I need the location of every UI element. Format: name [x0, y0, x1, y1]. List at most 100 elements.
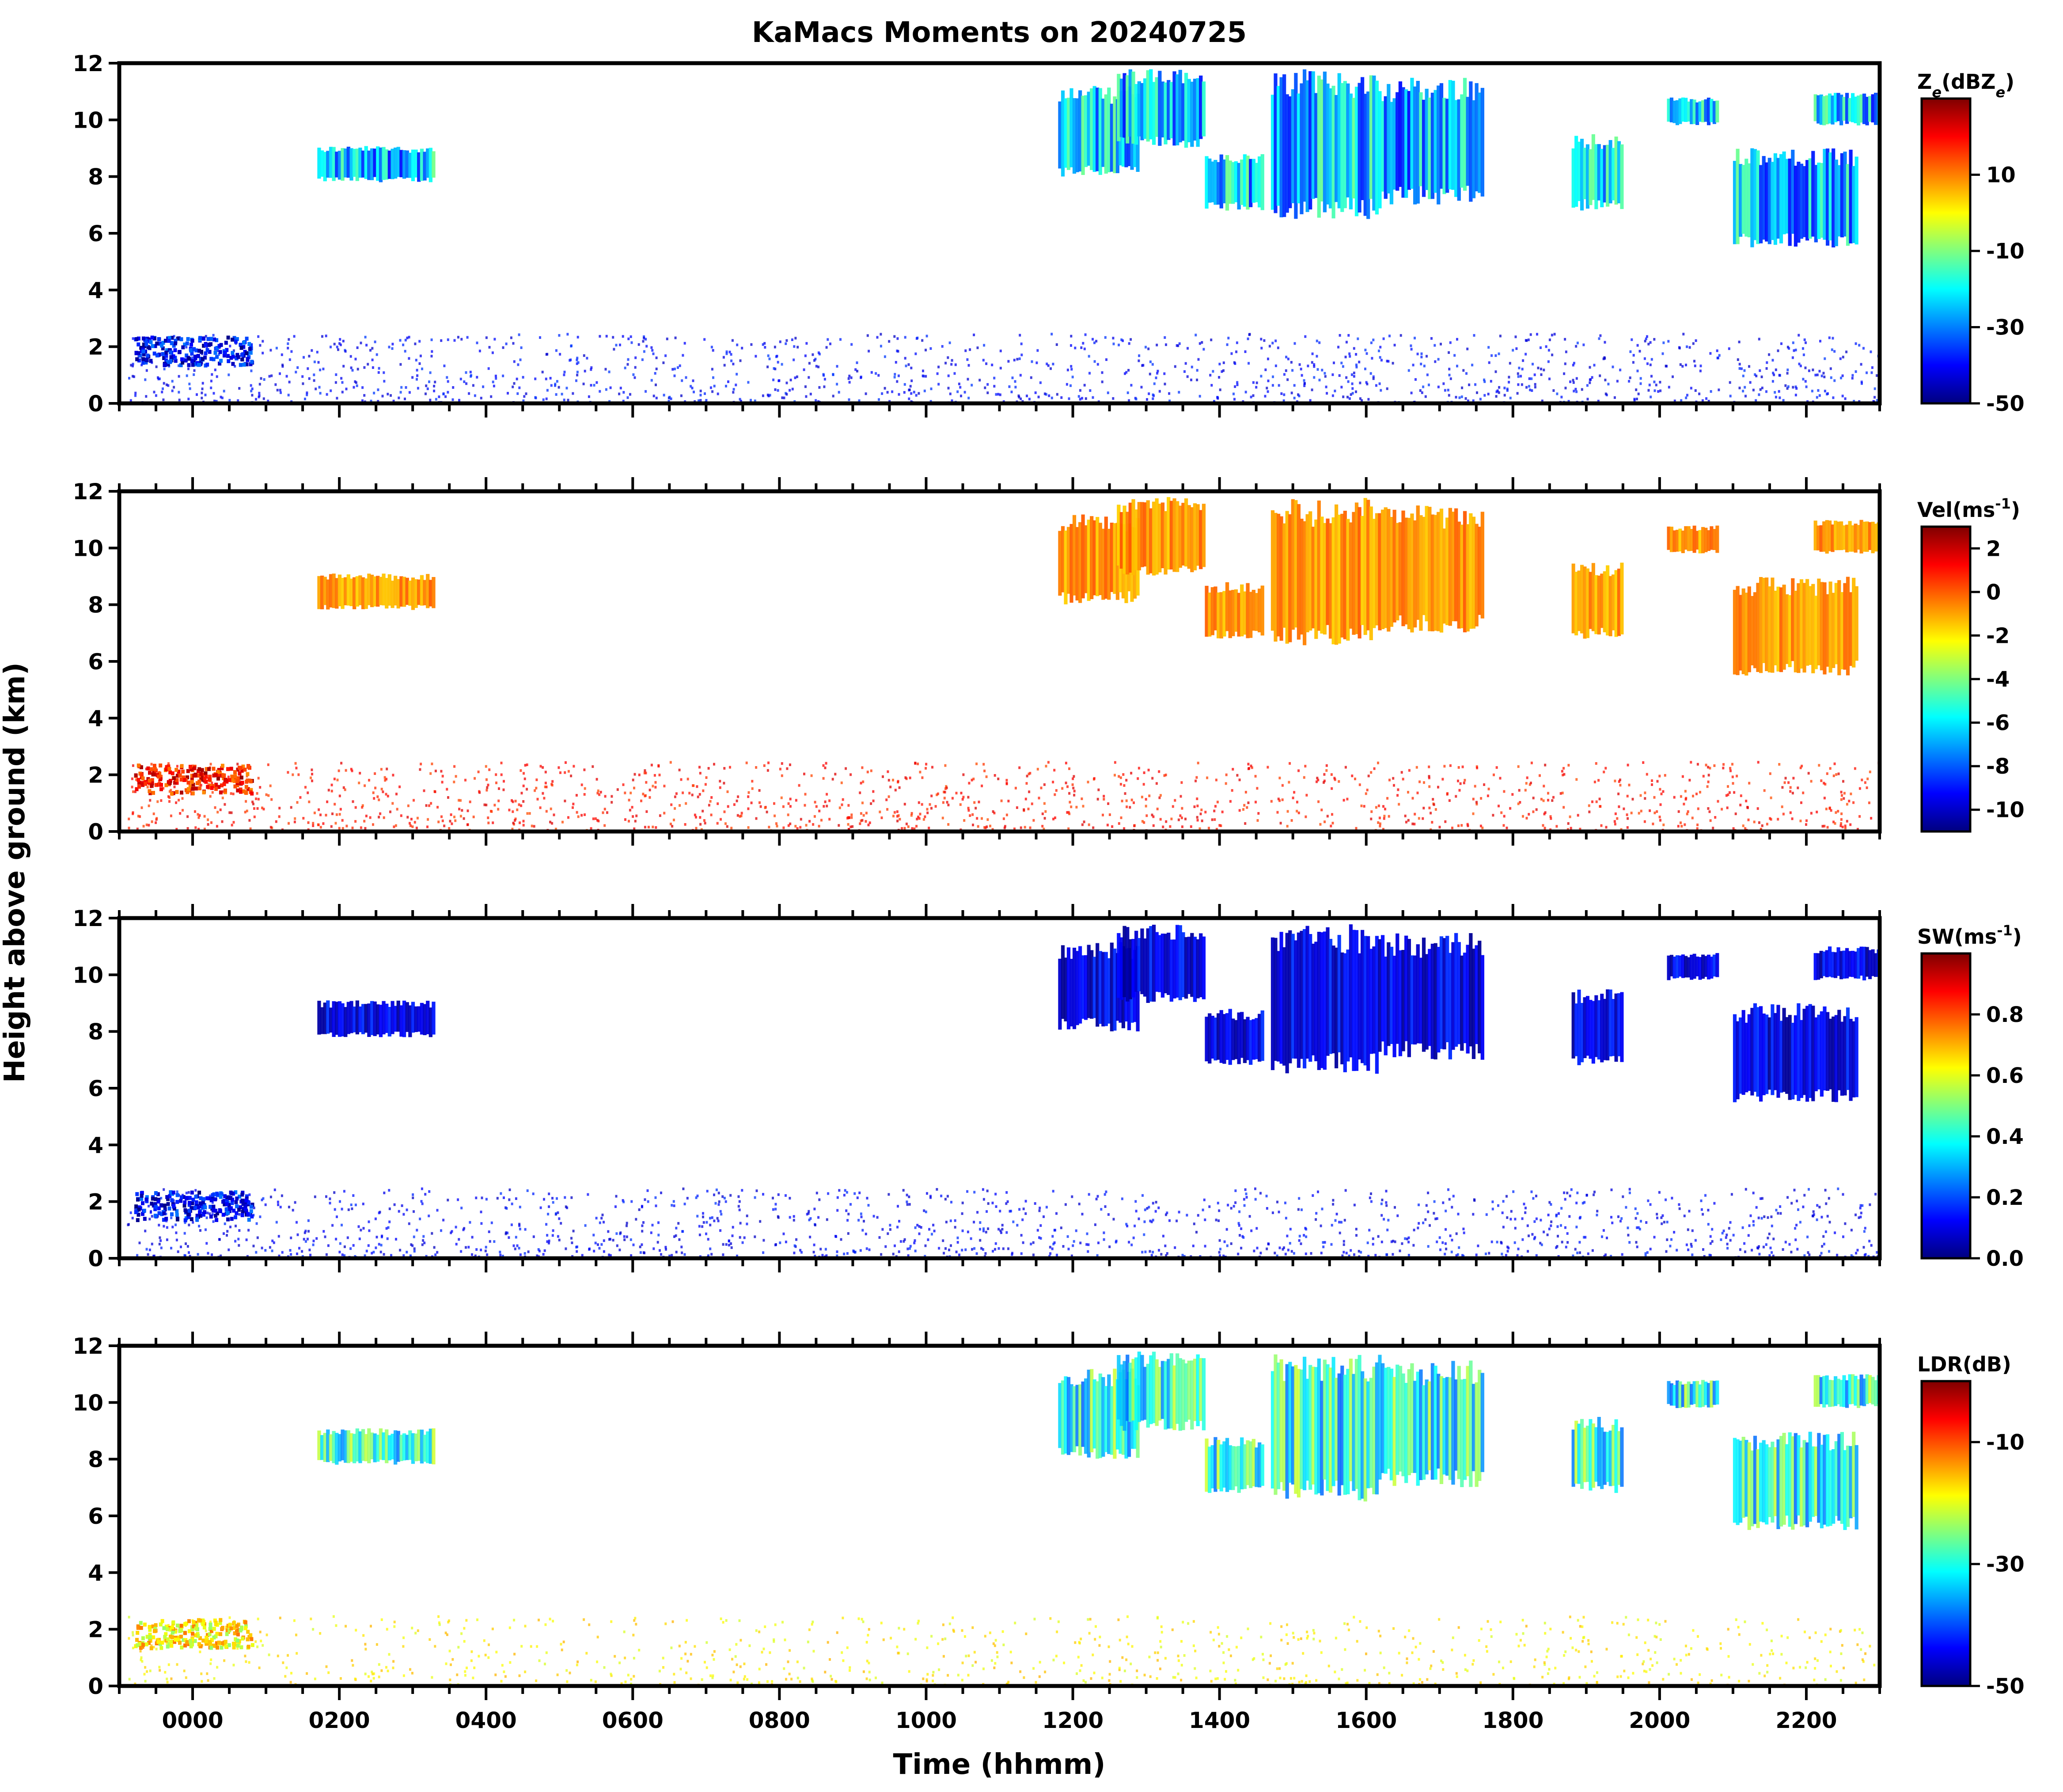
- low-echo-dot: [655, 396, 658, 399]
- cloud-streak: [1589, 572, 1593, 629]
- low-echo-dot: [904, 357, 906, 360]
- cloud-streak: [1698, 101, 1702, 122]
- low-echo-dot: [1013, 828, 1016, 830]
- low-echo-dot: [302, 382, 304, 385]
- low-echo-dot: [1428, 765, 1430, 768]
- low-echo-dot: [1633, 398, 1636, 401]
- low-echo-dot: [199, 1229, 201, 1232]
- low-echo-dot: [1823, 824, 1826, 828]
- low-echo-dot: [1419, 389, 1422, 392]
- cloud-streak: [1128, 69, 1132, 137]
- low-echo-dot: [523, 772, 525, 775]
- cloud-streak: [1331, 945, 1335, 1054]
- cloud-streak: [1785, 1017, 1789, 1094]
- cloud-streak: [1478, 527, 1482, 615]
- low-echo-dot: [1636, 344, 1639, 347]
- low-echo-dot: [692, 379, 694, 382]
- low-echo-dot: [728, 350, 731, 353]
- cloud-streak: [1457, 521, 1461, 629]
- cloud-streak: [1828, 946, 1832, 977]
- low-echo-dot: [1292, 797, 1294, 799]
- low-echo-dot: [514, 800, 517, 803]
- low-echo-dot: [145, 767, 148, 771]
- low-echo-dot: [1181, 1253, 1184, 1257]
- low-echo-dot: [319, 368, 322, 372]
- low-echo-dot: [1854, 342, 1857, 345]
- low-echo-dot: [1447, 388, 1449, 391]
- cloud-streak: [1776, 586, 1780, 672]
- low-echo-dot: [1832, 820, 1835, 824]
- cloud-streak: [1817, 953, 1820, 980]
- low-echo-dot: [758, 801, 761, 804]
- low-echo-dot: [1640, 809, 1642, 812]
- cloud-streak: [1305, 80, 1309, 212]
- low-echo-dot: [188, 1223, 190, 1226]
- low-echo-dot: [293, 335, 296, 338]
- cloud-streak: [1384, 96, 1388, 199]
- low-echo-dot: [560, 1222, 562, 1225]
- cloud-streak: [1428, 97, 1432, 199]
- cloud-streak: [1078, 946, 1082, 1024]
- low-echo-dot: [1079, 389, 1081, 392]
- cloud-streak: [1199, 933, 1203, 998]
- cloud-streak: [1297, 93, 1301, 204]
- low-echo-dot: [1031, 802, 1033, 805]
- y-tick-label: 12: [72, 479, 103, 505]
- low-echo-dot: [1840, 822, 1843, 825]
- low-echo-dot: [1743, 369, 1746, 372]
- low-echo-dot: [356, 346, 359, 349]
- low-echo-dot: [1839, 357, 1842, 360]
- low-echo-dot: [1842, 356, 1844, 359]
- low-echo-dot: [497, 799, 500, 802]
- cloud-streak: [1808, 1004, 1812, 1098]
- low-echo-dot: [459, 377, 462, 380]
- low-echo-dot: [650, 379, 653, 382]
- cloud-streak: [1846, 1007, 1850, 1090]
- low-echo-dot: [736, 814, 739, 817]
- low-echo-dot: [165, 383, 168, 386]
- low-echo-dot: [754, 1196, 756, 1199]
- low-echo-dot: [1128, 342, 1130, 345]
- cloud-streak: [1217, 592, 1221, 638]
- cloud-streak: [1736, 148, 1740, 244]
- low-echo-dot: [615, 1195, 618, 1198]
- low-echo-dot: [982, 1188, 984, 1191]
- low-echo-dot: [1792, 386, 1794, 389]
- low-echo-dot: [972, 824, 974, 827]
- low-echo-dot: [576, 357, 579, 360]
- cloud-streak: [1445, 936, 1449, 1042]
- low-echo-dot: [1020, 342, 1023, 345]
- low-echo-dot: [242, 789, 246, 793]
- low-echo-dot: [992, 810, 994, 813]
- low-echo-dot: [383, 816, 385, 819]
- low-echo-dot: [396, 808, 398, 811]
- low-echo-dot: [640, 799, 642, 802]
- low-echo-dot: [891, 390, 894, 393]
- low-echo-dot: [421, 367, 423, 370]
- cloud-streak: [364, 146, 368, 179]
- cloud-streak: [396, 579, 400, 609]
- low-echo-dot: [492, 380, 494, 383]
- cloud-streak: [1603, 571, 1607, 633]
- low-echo-dot: [542, 792, 544, 795]
- low-echo-dot: [978, 379, 981, 382]
- low-echo-dot: [304, 786, 307, 789]
- low-echo-dot: [461, 809, 463, 812]
- cloud-streak: [1710, 957, 1714, 979]
- low-echo-dot: [1342, 365, 1344, 368]
- low-echo-dot: [1444, 820, 1447, 823]
- low-echo-dot: [1355, 363, 1358, 366]
- low-echo-dot: [880, 345, 882, 348]
- low-echo-dot: [1291, 369, 1294, 372]
- low-echo-dot: [1274, 364, 1277, 367]
- cloud-streak: [373, 148, 377, 177]
- low-echo-dot: [165, 348, 169, 353]
- low-echo-dot: [150, 784, 154, 788]
- low-echo-dot: [1103, 795, 1105, 798]
- low-echo-dot: [1534, 383, 1536, 386]
- low-echo-dot: [404, 338, 407, 342]
- cloud-streak: [1384, 507, 1388, 628]
- cloud-streak: [1202, 936, 1206, 999]
- low-echo-dot: [1810, 812, 1813, 815]
- low-echo-dot: [1437, 786, 1439, 789]
